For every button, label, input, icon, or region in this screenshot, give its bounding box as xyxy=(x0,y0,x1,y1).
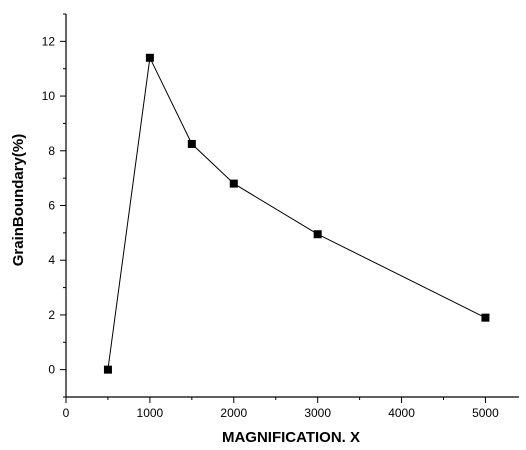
y-axis-title: GrainBoundary(%) xyxy=(10,134,27,267)
x-tick-label: 2000 xyxy=(220,406,247,420)
data-point xyxy=(145,53,154,62)
plot-area xyxy=(103,53,490,374)
y-tick-label: 6 xyxy=(48,199,55,213)
y-ticks: 0 2 4 6 8 10 12 xyxy=(42,13,66,398)
y-tick-label: 10 xyxy=(42,89,56,103)
x-tick-label: 0 xyxy=(63,406,70,420)
y-tick-label: 8 xyxy=(48,144,55,158)
data-point xyxy=(103,365,112,374)
y-tick-label: 2 xyxy=(48,308,55,322)
x-ticks: 0 1000 2000 3000 4000 5000 xyxy=(63,397,499,420)
data-point xyxy=(313,230,322,239)
x-tick-label: 3000 xyxy=(304,406,331,420)
x-axis-title: MAGNIFICATION. X xyxy=(222,429,360,446)
x-tick-label: 1000 xyxy=(137,406,164,420)
y-tick-label: 12 xyxy=(42,34,56,48)
data-point xyxy=(481,313,490,322)
data-point xyxy=(229,179,238,188)
x-tick-label: 5000 xyxy=(472,406,499,420)
data-point xyxy=(187,139,196,148)
x-tick-label: 4000 xyxy=(388,406,415,420)
y-tick-label: 4 xyxy=(48,253,55,267)
y-tick-label: 0 xyxy=(48,363,55,377)
series-line xyxy=(107,56,486,370)
axes xyxy=(65,14,519,398)
